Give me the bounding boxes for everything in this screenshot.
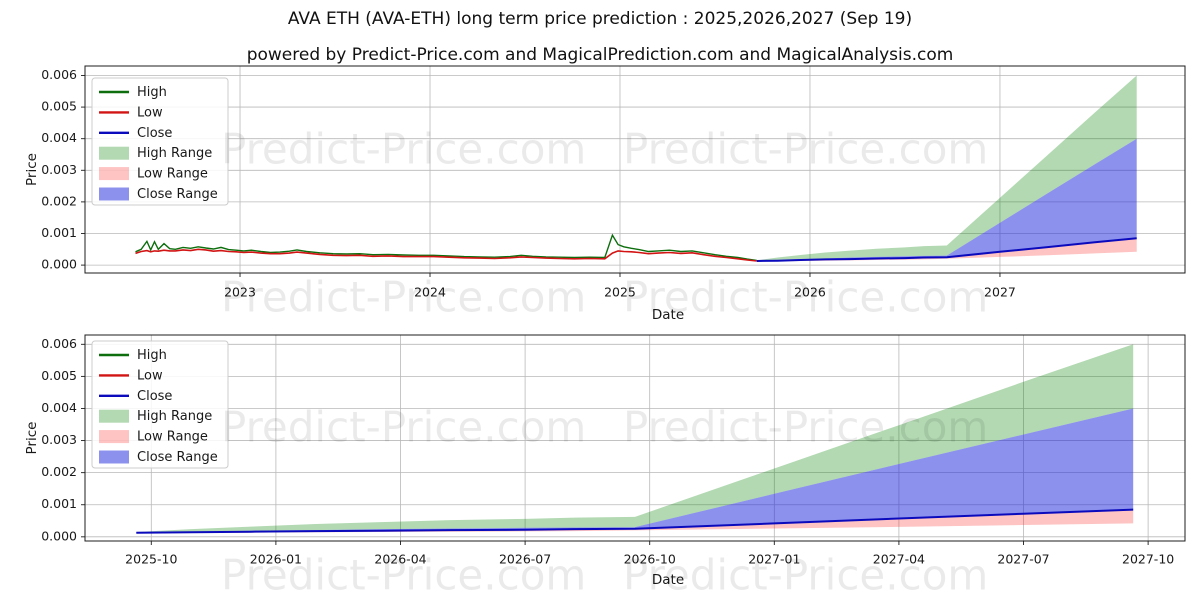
x-tick-label: 2026-07 bbox=[499, 552, 551, 567]
chart-subtitle: powered by Predict-Price.com and Magical… bbox=[246, 45, 954, 65]
y-tick-label: 0.004 bbox=[41, 400, 77, 415]
high-range-band bbox=[756, 75, 1137, 261]
low-line bbox=[135, 248, 757, 262]
y-tick-label: 0.006 bbox=[41, 336, 77, 351]
close-range-band bbox=[136, 408, 1134, 533]
y-tick-label: 0.000 bbox=[41, 257, 77, 272]
legend-item-label: Close bbox=[137, 389, 172, 404]
ticks: 2023 2024 2025 2026 2027 0.000 0.001 0.002 0.003… bbox=[41, 67, 1016, 300]
x-axis-label: Date bbox=[652, 307, 684, 323]
y-tick-label: 0.003 bbox=[41, 432, 77, 447]
x-tick-label: 2024 bbox=[414, 285, 446, 300]
y-tick-label: 0.005 bbox=[41, 368, 77, 383]
legend: High Low Close High Range Low Range Close Ran… bbox=[91, 77, 229, 206]
chart-long-term-history-and-forecast: 2023 2024 2025 2026 2027 0.000 0.001 0.002 0.003… bbox=[24, 65, 1186, 323]
chart-title: AVA ETH (AVA-ETH) long term price predic… bbox=[287, 9, 913, 29]
x-tick-label: 2027-04 bbox=[873, 552, 925, 567]
legend-item-label: Low Range bbox=[137, 430, 208, 445]
x-tick-label: 2025-10 bbox=[125, 552, 177, 567]
x-tick-label: 2027 bbox=[984, 285, 1016, 300]
axes-border bbox=[84, 65, 1186, 274]
close-line bbox=[756, 237, 1137, 262]
y-tick-label: 0.005 bbox=[41, 99, 77, 114]
x-tick-label: 2027-01 bbox=[748, 552, 800, 567]
legend-item-label: High Range bbox=[137, 409, 212, 424]
watermark-text: Predict-Price.com bbox=[221, 403, 586, 452]
x-tick-label: 2026 bbox=[794, 285, 826, 300]
low-range-band bbox=[756, 238, 1137, 262]
legend-item-label: High Range bbox=[137, 146, 212, 161]
legend-item-label: High bbox=[137, 85, 167, 100]
watermark-text: Predict-Price.com bbox=[623, 125, 988, 174]
series-layer bbox=[135, 75, 1137, 262]
x-tick-label: 2027-07 bbox=[997, 552, 1049, 567]
x-tick-label: 2027-10 bbox=[1122, 552, 1174, 567]
high-range-band bbox=[136, 344, 1134, 533]
watermark-text: Predict-Price.com bbox=[221, 125, 586, 174]
y-tick-label: 0.001 bbox=[41, 225, 77, 240]
low-range-band bbox=[136, 509, 1134, 533]
watermark-text: Predict-Price.com bbox=[623, 403, 988, 452]
watermark-layer: Predict-Price.com Predict-Price.com Predic… bbox=[221, 125, 988, 600]
legend-patch-sample bbox=[99, 409, 129, 423]
x-tick-label: 2026-04 bbox=[374, 552, 426, 567]
close-range-band bbox=[756, 138, 1137, 261]
high-line bbox=[135, 233, 757, 262]
y-tick-label: 0.003 bbox=[41, 162, 77, 177]
legend-box bbox=[91, 340, 229, 469]
chart-forecast-detail-2025-2027: 2025-10 2026-01 2026-04 2026-07 2026-10 2027-… bbox=[24, 334, 1186, 588]
close-line bbox=[136, 508, 1134, 534]
series-layer bbox=[136, 344, 1134, 534]
legend-item-label: Low bbox=[137, 368, 163, 383]
y-tick-label: 0.004 bbox=[41, 130, 77, 145]
legend-item-label: Close bbox=[137, 126, 172, 141]
x-tick-label: 2025 bbox=[604, 285, 636, 300]
y-tick-label: 0.002 bbox=[41, 193, 77, 208]
watermark-text: Predict-Price.com bbox=[221, 273, 586, 322]
y-tick-label: 0.000 bbox=[41, 528, 77, 543]
legend-patch-sample bbox=[99, 430, 129, 444]
axes-border bbox=[84, 334, 1186, 542]
x-tick-label: 2023 bbox=[224, 285, 256, 300]
legend-patch-sample bbox=[99, 450, 129, 464]
legend: High Low Close High Range Low Range Close Ran… bbox=[91, 340, 229, 469]
x-tick-label: 2026-10 bbox=[624, 552, 676, 567]
x-axis-label: Date bbox=[652, 572, 684, 588]
legend-item-label: Low bbox=[137, 105, 163, 120]
ticks: 2025-10 2026-01 2026-04 2026-07 2026-10 2027-… bbox=[41, 336, 1174, 567]
watermark-text: Predict-Price.com bbox=[221, 551, 586, 600]
legend-item-label: High bbox=[137, 348, 167, 363]
y-tick-label: 0.002 bbox=[41, 464, 77, 479]
y-tick-label: 0.006 bbox=[41, 67, 77, 82]
legend-item-label: Close Range bbox=[137, 187, 218, 202]
x-tick-label: 2026-01 bbox=[250, 552, 302, 567]
legend-item-label: Close Range bbox=[137, 450, 218, 465]
y-axis-label: Price bbox=[24, 153, 40, 186]
watermark-text: Predict-Price.com bbox=[623, 273, 988, 322]
y-axis-label: Price bbox=[24, 422, 40, 455]
legend-item-label: Low Range bbox=[137, 167, 208, 182]
legend-patch-sample bbox=[99, 187, 129, 201]
y-tick-label: 0.001 bbox=[41, 496, 77, 511]
legend-patch-sample bbox=[99, 167, 129, 181]
watermark-text: Predict-Price.com bbox=[623, 551, 988, 600]
legend-patch-sample bbox=[99, 146, 129, 160]
legend-box bbox=[91, 77, 229, 206]
